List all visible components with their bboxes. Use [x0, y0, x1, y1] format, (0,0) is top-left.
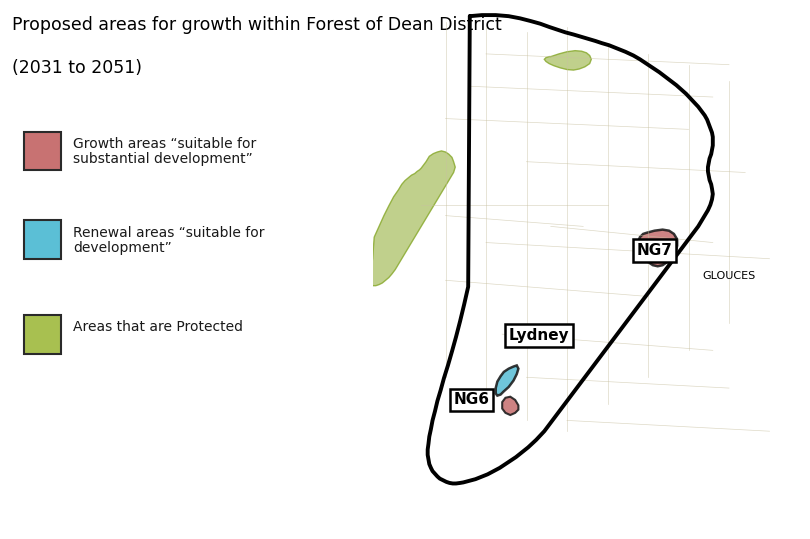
FancyBboxPatch shape [24, 220, 61, 259]
Text: substantial development”: substantial development” [73, 153, 253, 167]
Polygon shape [369, 151, 455, 286]
Text: Renewal areas “suitable for: Renewal areas “suitable for [73, 226, 264, 240]
Polygon shape [638, 230, 677, 266]
Text: Lydney: Lydney [509, 328, 569, 343]
FancyBboxPatch shape [24, 132, 61, 170]
Text: (2031 to 2051): (2031 to 2051) [12, 59, 142, 77]
Text: development”: development” [73, 241, 172, 255]
Text: Areas that are Protected: Areas that are Protected [73, 320, 243, 334]
Polygon shape [544, 51, 591, 70]
FancyBboxPatch shape [24, 315, 61, 354]
Text: NG7: NG7 [637, 243, 672, 258]
Text: Proposed areas for growth within Forest of Dean District: Proposed areas for growth within Forest … [12, 16, 502, 34]
Text: Growth areas “suitable for: Growth areas “suitable for [73, 137, 256, 151]
Text: GLOUCES: GLOUCES [702, 271, 756, 281]
Polygon shape [496, 365, 518, 396]
Text: NG6: NG6 [454, 392, 489, 407]
Polygon shape [502, 397, 518, 415]
